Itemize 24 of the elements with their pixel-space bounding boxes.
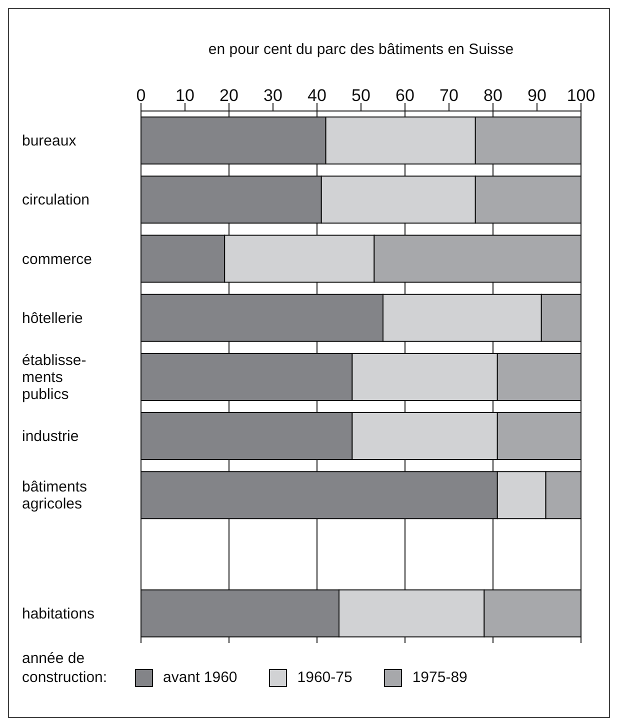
legend-label: avant 1960 — [163, 668, 238, 687]
x-tick-label: 60 — [396, 86, 414, 105]
legend-title: année de construction: — [22, 649, 108, 687]
x-tick-label: 0 — [136, 86, 146, 105]
x-tick-label: 50 — [352, 86, 370, 105]
legend-label: 1975-89 — [412, 668, 468, 687]
x-axis-title: en pour cent du parc des bâtiments en Suisse — [207, 41, 515, 58]
x-tick-label: 70 — [440, 86, 458, 105]
x-tick-label: 80 — [484, 86, 502, 105]
y-tick-label: commerce — [22, 250, 92, 268]
y-tick-label: hôtellerie — [22, 310, 83, 327]
x-tick-label: 100 — [566, 86, 596, 105]
y-tick-label: établisse- ments publics — [22, 352, 86, 403]
y-tick-label: circulation — [22, 192, 90, 209]
y-tick-label: industrie — [22, 428, 79, 446]
legend-label: 1960-75 — [297, 668, 352, 687]
x-tick-label: 10 — [176, 86, 194, 105]
x-tick-label: 30 — [264, 86, 282, 105]
x-tick-label: 90 — [528, 86, 546, 105]
y-tick-label: bureaux — [22, 132, 77, 150]
x-tick-label: 40 — [308, 86, 326, 105]
y-tick-label: habitations — [22, 605, 95, 622]
y-tick-label: bâtiments agricoles — [22, 478, 88, 513]
x-tick-label: 20 — [220, 86, 238, 105]
